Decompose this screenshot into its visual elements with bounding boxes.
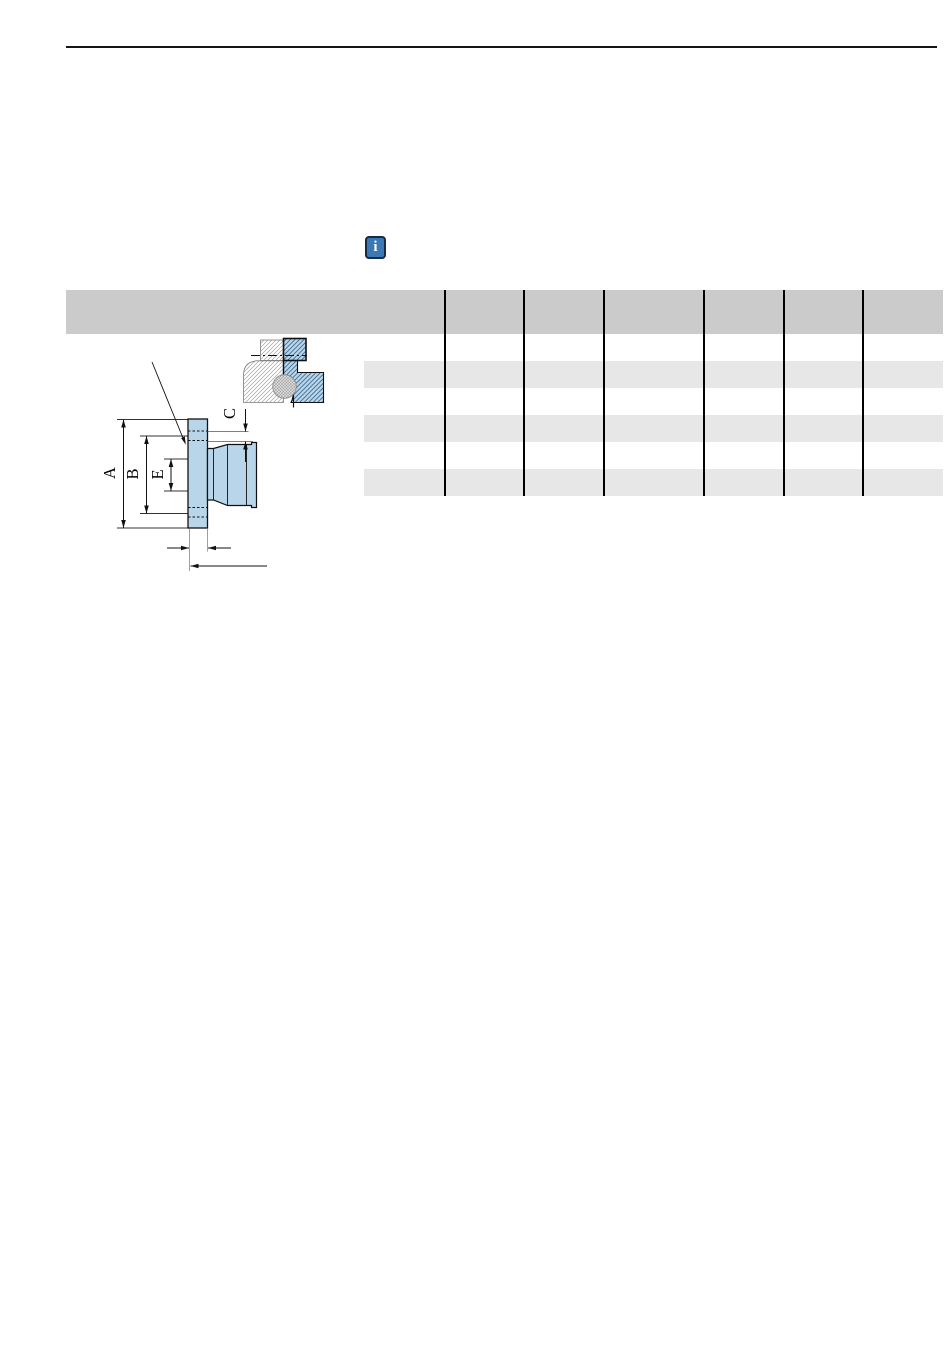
flange-side-view: C A B E (100, 361, 267, 571)
dimension-c: C (207, 408, 253, 462)
dimension-label-b: B (123, 468, 142, 479)
dimension-e: E (148, 459, 174, 491)
column-divider (703, 290, 705, 496)
leader-line (151, 361, 186, 445)
table-header-row (66, 290, 943, 334)
dimension-label-c: C (220, 408, 239, 419)
dimension-a: A (100, 419, 126, 528)
o-ring-seal (272, 374, 297, 399)
dimension-label-a: A (100, 467, 119, 479)
info-icon-glyph: i (373, 239, 378, 255)
flange-plate (187, 418, 209, 529)
dimension-b: B (123, 436, 149, 514)
offset-dimension (190, 563, 267, 569)
column-divider (444, 290, 446, 496)
table-row (66, 415, 943, 442)
column-divider (862, 290, 864, 496)
table-row (66, 361, 943, 388)
row-stripe (364, 415, 943, 442)
header-rule (66, 46, 937, 48)
flange-technical-drawing: C A B E (100, 337, 325, 571)
thickness-dimension (167, 529, 231, 571)
column-divider (783, 290, 785, 496)
column-divider (523, 290, 525, 496)
info-icon: i (365, 236, 386, 259)
dimensions-table (66, 290, 943, 496)
row-stripe (364, 469, 943, 496)
column-divider (603, 290, 605, 496)
clamp-section (282, 337, 307, 362)
dimension-label-e: E (148, 469, 167, 479)
seal-detail-inset (243, 337, 325, 408)
bolt-hole-lines (188, 430, 208, 518)
table-row (66, 469, 943, 496)
flange-hub (206, 441, 258, 509)
row-stripe (364, 361, 943, 388)
